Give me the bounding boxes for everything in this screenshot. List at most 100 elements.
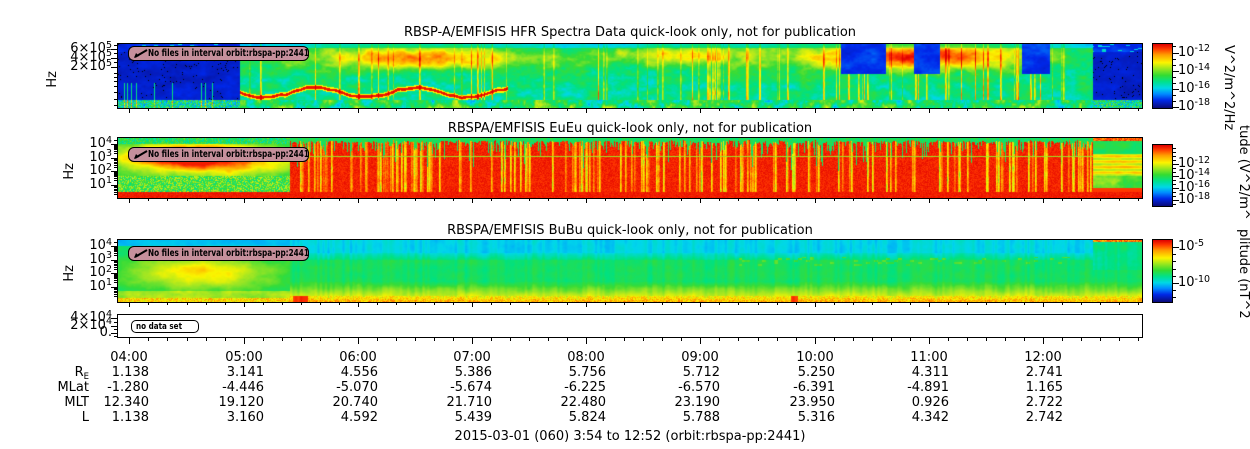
x-minor-tick [567, 337, 568, 341]
colorbar-minor-tick [1173, 196, 1176, 197]
x-major-tick [244, 198, 245, 203]
x-major-tick [472, 337, 473, 344]
y-minor-tick [114, 329, 118, 330]
x-minor-tick [148, 337, 149, 341]
y-minor-tick [114, 265, 118, 266]
colorbar-eueu [1152, 144, 1173, 207]
x-minor-tick [1005, 302, 1006, 305]
x-minor-tick [738, 198, 739, 201]
x-minor-tick [263, 108, 264, 111]
panel-title-hfr: RBSP-A/EMFISIS HFR Spectra Data quick-lo… [403, 25, 857, 40]
y-minor-tick [114, 151, 118, 152]
x-minor-tick [187, 337, 188, 341]
pen-icon [133, 149, 148, 160]
y-minor-tick [114, 264, 118, 265]
colorbar-tick-label: 10-18 [1178, 190, 1211, 208]
y-minor-tick [114, 249, 118, 250]
x-major-tick [129, 337, 130, 344]
x-minor-tick [206, 337, 207, 341]
ephemeris-row-label: L [81, 410, 89, 425]
x-minor-tick [339, 198, 340, 201]
x-minor-tick [510, 337, 511, 341]
y-minor-tick [114, 73, 118, 74]
x-minor-tick [872, 337, 873, 341]
y-minor-tick [114, 275, 118, 276]
x-minor-tick [719, 302, 720, 305]
colorbar-minor-tick [1173, 204, 1176, 205]
y-minor-tick [114, 253, 118, 254]
y-minor-tick [114, 148, 118, 149]
y-minor-tick [114, 269, 118, 270]
x-minor-tick [339, 337, 340, 341]
x-minor-tick [1119, 108, 1120, 111]
y-minor-tick [114, 140, 118, 141]
colorbar-major-tick [1173, 89, 1179, 90]
colorbar-minor-tick [1173, 95, 1176, 96]
y-minor-tick [114, 77, 118, 78]
y-minor-tick [114, 262, 118, 263]
y-minor-tick [114, 175, 118, 176]
y-minor-tick [114, 242, 118, 243]
y-major-tick [111, 326, 118, 327]
x-minor-tick [225, 302, 226, 305]
x-major-tick [700, 108, 701, 113]
x-minor-tick [891, 302, 892, 305]
x-major-tick [700, 198, 701, 203]
colorbar-major-tick [1173, 247, 1179, 248]
ephemeris-value: 12.340 [103, 395, 150, 410]
ephemeris-value: 23.190 [674, 395, 721, 410]
x-minor-tick [662, 198, 663, 201]
colorbar-minor-tick [1173, 254, 1176, 255]
x-minor-tick [377, 198, 378, 201]
y-minor-tick [114, 174, 118, 175]
x-major-tick [1043, 108, 1044, 113]
y-minor-tick [114, 296, 118, 297]
colorbar-minor-tick [1173, 290, 1176, 291]
x-major-tick [472, 198, 473, 203]
x-major-tick [244, 108, 245, 113]
x-minor-tick [434, 108, 435, 111]
x-major-tick [1043, 337, 1044, 344]
x-minor-tick [738, 302, 739, 305]
x-tick-label: 07:00 [453, 350, 491, 365]
x-minor-tick [624, 198, 625, 201]
x-tick-label: 06:00 [339, 350, 377, 365]
y-tick-label: 2×104 [70, 316, 112, 333]
x-minor-tick [529, 337, 530, 341]
x-minor-tick [396, 337, 397, 341]
x-minor-tick [415, 337, 416, 341]
y-minor-tick [114, 280, 118, 281]
panel-box-hfr [117, 43, 1143, 109]
colorbar-gradient [1153, 240, 1172, 302]
y-minor-tick [114, 172, 118, 173]
colorbar-minor-tick [1173, 192, 1176, 193]
x-major-tick [929, 108, 930, 113]
x-minor-tick [872, 198, 873, 201]
x-major-tick [700, 337, 701, 344]
x-minor-tick [986, 108, 987, 111]
ephemeris-value: 5.824 [568, 410, 606, 425]
y-minor-tick [114, 163, 118, 164]
x-major-tick [358, 108, 359, 113]
y-minor-tick [114, 146, 118, 147]
x-minor-tick [320, 198, 321, 201]
x-minor-tick [377, 108, 378, 111]
ephemeris-value: 5.756 [568, 365, 606, 380]
x-major-tick [586, 108, 587, 113]
x-minor-tick [167, 108, 168, 111]
colorbar-tick-label: 10-16 [1178, 79, 1211, 97]
x-minor-tick [187, 198, 188, 201]
y-minor-tick [114, 149, 118, 150]
y-tick-label: 0. [99, 324, 112, 340]
colorbar-unit-hfr: V^2/m^2/Hz [1221, 45, 1236, 131]
x-minor-tick [301, 108, 302, 111]
x-minor-tick [1024, 198, 1025, 201]
y-tick-label: 101 [89, 175, 112, 192]
y-tick-label: 102 [89, 161, 112, 179]
colorbar-minor-tick [1173, 180, 1176, 181]
y-minor-tick [114, 322, 118, 323]
x-major-tick [358, 302, 359, 307]
x-minor-tick [853, 108, 854, 111]
y-major-tick [111, 246, 118, 247]
x-minor-tick [301, 302, 302, 305]
